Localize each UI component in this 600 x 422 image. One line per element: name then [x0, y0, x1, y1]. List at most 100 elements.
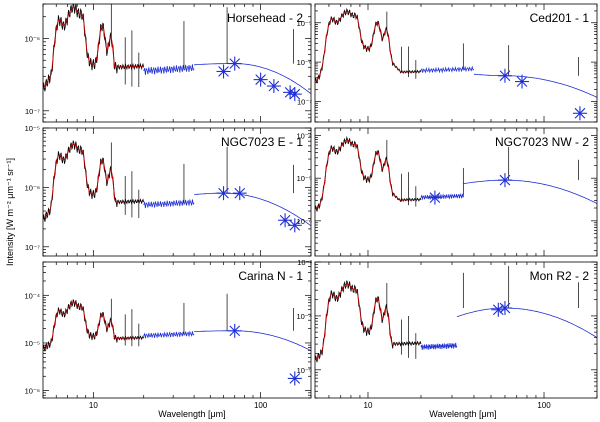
panel-frame	[314, 261, 598, 399]
observed-spectrum-line	[43, 299, 145, 352]
plot-area	[43, 140, 311, 233]
y-tick-label: 10⁻⁶	[25, 387, 40, 396]
photometry-point	[232, 186, 247, 201]
model-spectrum-line	[43, 302, 144, 350]
star-stroke	[289, 88, 301, 100]
y-tick-label: 10⁻⁶	[25, 183, 40, 192]
plot-area	[315, 266, 597, 363]
x-tick-label: 10	[364, 401, 373, 410]
photometry-point	[227, 323, 242, 338]
observed-spectrum-line	[315, 135, 422, 212]
y-tick-label: 10⁻⁵	[25, 124, 40, 133]
y-tick-label: 10⁻⁴	[296, 132, 312, 141]
y-tick-label: 10⁻⁴	[296, 312, 312, 321]
observed-spectrum-line	[43, 140, 145, 222]
observed-continuum-line	[420, 65, 475, 74]
panel-frame	[42, 261, 312, 399]
photometry-point	[497, 68, 512, 83]
observed-spectrum-line	[315, 280, 422, 363]
y-tick-label: 10⁻⁷	[25, 107, 40, 116]
photometry-point	[497, 301, 512, 316]
model-spectrum-line	[43, 143, 144, 220]
photometry-point	[253, 72, 268, 87]
model-spectrum-line	[315, 11, 421, 82]
fit-tail-line	[456, 307, 597, 339]
photometry-point	[216, 64, 231, 79]
star-stroke	[499, 302, 511, 314]
photometry-point	[515, 74, 530, 89]
photometry-point	[287, 87, 302, 102]
y-tick-label: 10⁻⁵	[25, 339, 40, 348]
y-tick-label: 10⁻⁷	[297, 97, 312, 106]
photometry-point	[216, 186, 231, 201]
model-spectrum-line	[315, 283, 422, 361]
panel-title: NGC7023 NW - 2	[495, 135, 589, 149]
y-tick-label: 10⁻³	[297, 258, 312, 267]
star-stroke	[268, 80, 280, 92]
panel-1: 10⁻⁷ 10⁻⁶ Horsehead - 2	[25, 3, 312, 123]
fit-tail-line	[473, 73, 597, 98]
fit-tail-line	[194, 330, 311, 352]
y-tick-label: 10⁻⁷	[25, 243, 40, 252]
photometry-point	[266, 79, 281, 94]
panel-title: NGC7023 E - 1	[221, 135, 303, 149]
star-stroke	[229, 325, 241, 337]
panel-title: Ced201 - 1	[530, 11, 590, 25]
fit-tail-line	[463, 179, 597, 204]
panel-title: Mon R2 - 2	[530, 269, 590, 283]
y-tick-label: 10⁻⁶	[25, 34, 40, 43]
x-axis-label-right: Wavelength [μm]	[429, 409, 496, 419]
panel-5: 10 100 10⁻⁶ 10⁻⁵ 10⁻⁴ Carina N - 1	[24, 261, 312, 410]
observed-continuum-line	[420, 342, 458, 351]
panel-3: 10⁻⁷ 10⁻⁶ 10⁻⁵ NGC7023 E - 1	[25, 124, 312, 257]
star-stroke	[279, 214, 291, 226]
y-tick-label: 10⁻⁵	[297, 19, 312, 28]
star-stroke	[255, 74, 266, 85]
panel-frame	[42, 3, 312, 123]
y-axis-label: Intensity [W m⁻² μm⁻¹ sr⁻¹]	[5, 158, 15, 266]
star-stroke	[574, 107, 586, 119]
plot-area	[315, 135, 597, 212]
plot-area	[315, 7, 597, 121]
star-stroke	[492, 304, 504, 316]
y-tick-label: 10⁻⁶	[297, 217, 312, 226]
panel-title: Carina N - 1	[238, 269, 303, 283]
star-stroke	[284, 87, 296, 98]
y-tick-label: 10⁻⁵	[297, 366, 312, 375]
observed-continuum-line	[420, 192, 465, 201]
fit-tail-line	[194, 192, 311, 227]
y-tick-label: 10⁻⁶	[297, 58, 312, 67]
observed-spectrum-line	[43, 4, 145, 92]
observed-continuum-line	[143, 330, 195, 339]
observed-continuum-line	[143, 64, 195, 75]
photometry-point	[287, 371, 302, 386]
photometry-point	[572, 106, 587, 121]
panel-4: 10⁻⁶ 10⁻⁵ 10⁻⁴ NGC7023 NW - 2	[296, 127, 598, 257]
x-axis-label-left: Wavelength [μm]	[158, 409, 225, 419]
star-stroke	[499, 70, 511, 82]
photometry-point	[227, 56, 242, 71]
panel-frame	[314, 127, 598, 257]
y-tick-label: 10⁻⁵	[297, 174, 312, 183]
fit-tail-line	[194, 63, 311, 95]
photometry-point	[278, 213, 293, 228]
star-stroke	[234, 187, 246, 199]
panel-6: 10 100 10⁻⁵ 10⁻⁴ 10⁻³ Mon R2 - 2	[296, 258, 598, 410]
star-stroke	[499, 174, 511, 186]
panel-2: 10⁻⁷ 10⁻⁶ 10⁻⁵ Ced201 - 1	[297, 3, 598, 123]
panel-title: Horsehead - 2	[227, 11, 303, 25]
observed-spectrum-line	[315, 7, 422, 84]
photometry-point	[491, 302, 506, 317]
panel-frame	[314, 3, 598, 123]
model-spectrum-line	[315, 139, 421, 210]
x-tick-label: 10	[89, 401, 98, 410]
star-stroke	[289, 373, 301, 384]
star-stroke	[289, 219, 301, 231]
observed-continuum-line	[143, 198, 195, 209]
star-stroke	[218, 187, 229, 199]
panel-frame	[42, 127, 312, 257]
plot-area	[43, 4, 311, 102]
model-spectrum-line	[43, 6, 144, 89]
photometry-point	[287, 218, 302, 233]
